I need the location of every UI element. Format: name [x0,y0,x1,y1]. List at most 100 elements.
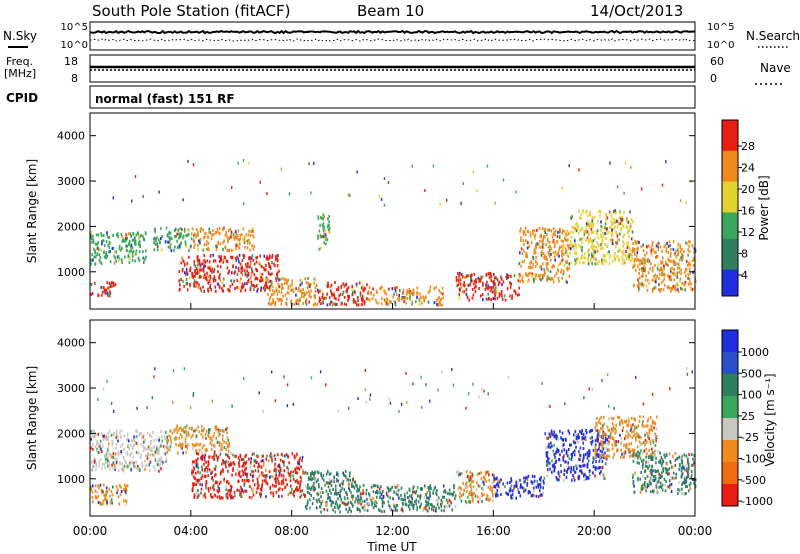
power-cell-11 [615,241,617,245]
velocity-cell-4 [341,481,343,485]
power-cell-6 [338,294,340,298]
velocity-cell-3 [213,474,216,478]
power-cell-10 [541,276,544,280]
velocity-cell-3 [257,480,259,484]
power-cell-2 [178,236,180,240]
power-cell-1 [102,290,104,294]
power-cell-11 [603,258,605,262]
velocity-sparse-cell [425,383,427,387]
power-cell-8 [412,288,414,292]
power-cell-9 [472,293,475,297]
velocity-cell-5 [382,496,385,499]
velocity-cell-1 [92,500,94,504]
power-cell-2 [188,248,190,252]
velocity-cell-10 [659,451,661,455]
power-cell-11 [593,245,596,249]
velocity-cell-3 [221,462,223,466]
power-cell-4 [277,254,279,258]
power-cell-8 [403,300,405,304]
velocity-cell-10 [687,475,689,479]
velocity-cell-8 [601,465,604,469]
velocity-cell-3 [225,465,227,469]
velocity-cell-4 [332,508,334,512]
power-cell-5 [300,292,303,295]
power-cell-1 [104,291,106,295]
power-cell-5 [286,291,289,295]
power-cell-12 [636,240,639,244]
power-cell-10 [552,280,555,284]
velocity-cell-10 [690,476,692,480]
velocity-cell-3 [204,467,206,471]
power-cell-3 [239,234,242,238]
power-cell-8 [440,291,442,295]
velocity-cell-10 [633,490,635,494]
velocity-cell-10 [659,485,662,489]
velocity-cell-7 [537,483,539,487]
velocity-sparse-cell [467,392,470,396]
power-cell-4 [250,267,253,271]
velocity-cell-3 [273,454,276,458]
velocity-cell-2 [225,441,227,445]
velocity-cell-7 [543,476,546,480]
velocity-cell-3 [229,463,231,467]
power-cell-0 [96,247,99,251]
velocity-cell-2 [171,431,174,435]
velocity-cell-4 [310,494,313,497]
velocity-cell-6 [468,499,471,503]
power-cell-10 [543,256,545,259]
power-cell-12 [665,260,667,264]
power-cell-12 [645,244,648,248]
power-cell-6 [345,289,348,293]
power-cell-10 [560,270,562,274]
power-cell-8 [389,299,391,303]
power-cell-5 [269,295,272,299]
velocity-cell-3 [240,485,242,489]
velocity-cell-5 [419,487,422,491]
velocity-cell-6 [467,485,469,489]
power-cell-11 [577,224,579,228]
velocity-sparse-cell [472,382,474,386]
power-cell-10 [563,264,566,268]
velocity-cell-3 [289,491,292,495]
power-cell-4 [241,267,244,271]
velocity-cell-5 [425,499,427,503]
velocity-cell-4 [334,510,336,514]
velocity-cell-3 [268,470,271,474]
power-cell-12 [639,259,642,263]
velocity-cell-5 [379,495,382,499]
power-cell-12 [689,271,692,275]
power-cell-10 [523,230,526,234]
velocity-cell-6 [470,485,472,488]
power-cell-12 [642,273,644,276]
velocity-cell-3 [229,492,232,496]
power-cell-6 [345,282,348,286]
power-cell-12 [687,276,689,280]
velocity-cell-8 [561,438,564,442]
velocity-cell-9 [597,455,600,459]
power-cell-12 [669,254,672,258]
velocity-cell-5 [397,488,400,492]
power-cell-12 [662,279,664,283]
velocity-cell-10 [661,475,663,478]
velocity-cell-8 [546,474,549,478]
velocity-cell-8 [577,441,580,445]
velocity-cell-1 [119,484,121,488]
power-cell-10 [538,277,541,280]
velocity-cell-9 [641,442,644,446]
power-cell-6 [343,284,346,288]
velocity-cell-3 [193,466,195,470]
velocity-cell-3 [264,475,267,479]
velocity-cell-3 [283,454,286,458]
velocity-cell-5 [424,484,426,488]
power-cell-11 [623,261,626,265]
velocity-cell-0 [119,451,122,455]
velocity-cell-10 [683,477,686,481]
velocity-cell-3 [222,458,224,462]
velocity-cell-5 [388,489,390,493]
velocity-cell-6 [467,500,470,504]
power-cell-4 [236,255,238,259]
velocity-cell-3 [299,483,301,487]
velocity-cell-5 [400,508,403,512]
velocity-cell-9 [637,424,640,428]
power-cell-0 [128,240,131,243]
